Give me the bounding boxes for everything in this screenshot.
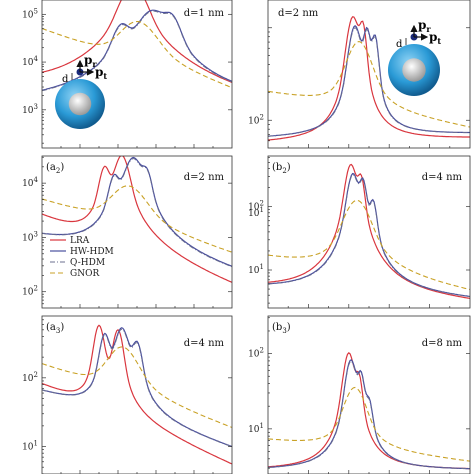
series-line-lra [42,156,232,283]
distance-annotation: d=1 nm [184,8,225,19]
series-line-q-hdm [42,328,232,448]
series-line-q-hdm [42,158,232,268]
panel-label: (b3) [272,322,291,335]
series-line-lra [268,16,470,141]
pr-label: pr [418,18,431,34]
series-line-lra [268,163,470,299]
d-label: d [62,74,69,85]
legend-label: Q-HDM [70,258,105,268]
series-line-lra [42,324,232,465]
legend-label: LRA [70,236,90,246]
series-line-gnor [268,41,470,128]
series-line-gnor [42,346,232,428]
series-line-lra [268,351,470,470]
y-tick-label: 102 [22,371,38,384]
distance-annotation: d=4 nm [184,338,225,349]
series-line-gnor [268,199,470,291]
legend-label: HW-HDM [70,247,114,257]
panel-5: 101 102 d=8 nm (b3) [248,315,471,474]
series-line-hw-hdm [42,156,232,267]
series-line-q-hdm [268,174,470,298]
y-tick-label: 101 [248,422,264,435]
y-tick-label: 104 [22,176,38,189]
y-tick-label: 102 [22,285,38,298]
panel-label: (a3) [46,322,64,335]
series-line-lra [42,0,232,84]
y-tick-label: 101 [22,440,38,453]
series-line-q-hdm [268,360,470,470]
y-tick-label: 105 [22,7,38,20]
series-line-hw-hdm [268,172,470,298]
pt-label: pt [95,65,107,81]
y-tick-label: 103 [22,103,38,116]
series-line-q-hdm [268,27,470,137]
series-line-gnor [42,20,232,89]
series-line-hw-hdm [42,9,232,91]
y-tick-label: 103 [22,230,38,243]
axis-frame [267,315,471,474]
axis-frame [41,315,233,474]
y-tick-label: 101 [248,206,264,219]
panel-2: 102 103 104 d=2 nm (a2) [22,155,233,309]
panel-label: (a2) [46,162,64,175]
y-tick-label: 102 [248,200,264,213]
y-tick-label: 104 [22,55,38,68]
pt-label: pt [429,30,441,46]
panel-4: 101 102 d=4 nm (a3) [22,315,233,474]
series-line-q-hdm [42,10,232,92]
legend-label: GNOR [70,269,99,279]
panel-0: 103 104 105 d=1 nm [22,0,233,149]
d-label: d [396,39,403,50]
panel-label: (b2) [272,162,291,175]
distance-annotation: d=8 nm [422,338,463,349]
distance-annotation: d=4 nm [422,172,463,183]
series-line-gnor [268,386,470,462]
y-tick-label: 101 [248,263,264,276]
y-tick-label: 102 [248,113,264,126]
core-sphere-icon [68,92,92,116]
pr-label: pr [84,53,97,69]
series-line-gnor [42,185,232,253]
core-sphere-icon [402,58,426,82]
y-tick-label: 102 [248,347,264,360]
distance-annotation: d=2 nm [278,8,319,19]
distance-annotation: d=2 nm [184,172,225,183]
